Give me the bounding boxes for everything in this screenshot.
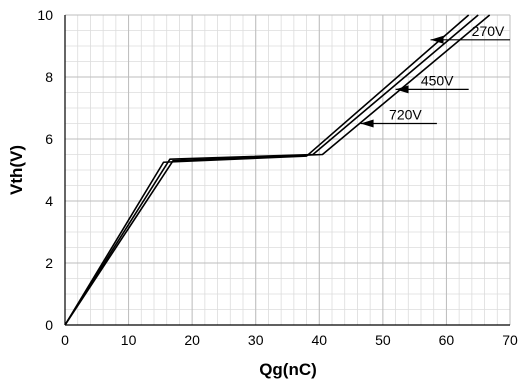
y-tick-label: 6 xyxy=(45,131,53,147)
x-tick-label: 0 xyxy=(61,332,69,348)
y-tick-label: 10 xyxy=(37,7,53,23)
annotation-label: 450V xyxy=(421,72,454,88)
y-tick-label: 0 xyxy=(45,317,53,333)
y-axis-label: Vth(V) xyxy=(7,145,26,195)
major-grid xyxy=(64,14,511,326)
annotation-arrow xyxy=(395,85,409,94)
x-tick-label: 40 xyxy=(311,332,327,348)
series-line-450v xyxy=(64,14,479,326)
x-tick-label: 50 xyxy=(375,332,391,348)
annotations: 270V 450V 720V xyxy=(360,23,510,128)
y-tick-label: 8 xyxy=(45,69,53,85)
series-line-270v xyxy=(64,14,470,326)
minor-grid xyxy=(64,14,511,326)
x-tick-label: 30 xyxy=(248,332,264,348)
annotation-arrow xyxy=(360,119,374,128)
x-tick-label: 60 xyxy=(439,332,455,348)
tick-labels: 0 10 20 30 40 50 60 70 0 2 4 6 8 10 xyxy=(37,7,518,348)
series-line-720v xyxy=(64,14,491,326)
series-lines xyxy=(64,14,491,326)
x-axis-label: Qg(nC) xyxy=(259,360,317,379)
y-tick-label: 4 xyxy=(45,193,53,209)
annotation-label: 270V xyxy=(472,23,505,39)
x-tick-label: 20 xyxy=(184,332,200,348)
annotation-arrow xyxy=(430,35,444,44)
x-tick-label: 10 xyxy=(121,332,137,348)
y-tick-label: 2 xyxy=(45,255,53,271)
axes xyxy=(64,15,510,326)
x-tick-label: 70 xyxy=(502,332,518,348)
annotation-label: 720V xyxy=(389,107,422,123)
